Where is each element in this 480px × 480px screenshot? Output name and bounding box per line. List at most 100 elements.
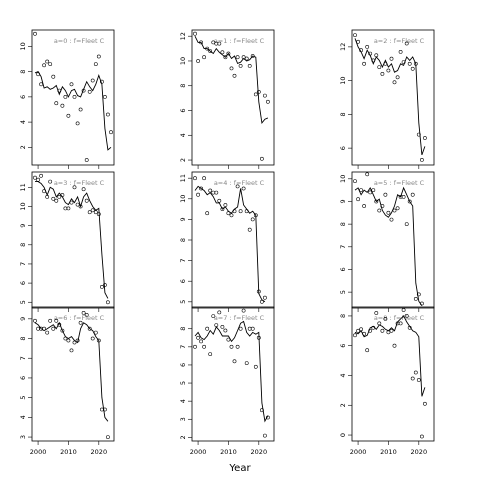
observed-point (205, 46, 210, 51)
observed-point (196, 192, 201, 197)
y-tick-label: 4 (339, 373, 347, 377)
observed-point (63, 336, 68, 341)
observed-point (265, 415, 270, 420)
observed-point (241, 308, 246, 313)
observed-point (57, 194, 62, 199)
observed-point (407, 199, 412, 204)
observed-point (100, 284, 104, 289)
observed-point (39, 173, 44, 178)
y-tick-label: 6 (339, 146, 347, 150)
observed-point (93, 330, 98, 335)
panel-label: a=8 : f=Fleet C (374, 314, 425, 322)
x-tick-label: 2020 (251, 448, 268, 456)
observed-point (377, 208, 382, 213)
observed-point (356, 39, 361, 44)
observed-point (353, 33, 357, 38)
panel-2: a=6 : f=Fleet C 3 4 5 6 7 8 9 2000 2010 2020 (19, 306, 115, 456)
observed-point (229, 213, 234, 218)
fitted-line (194, 35, 269, 124)
observed-point (365, 348, 370, 353)
observed-point (220, 50, 225, 55)
y-tick-label: 6 (19, 281, 27, 285)
observed-point (362, 61, 367, 66)
y-tick-label: 4 (179, 399, 187, 403)
fitted-line (34, 321, 109, 422)
fitted-line (354, 315, 426, 397)
observed-point (389, 328, 394, 333)
observed-point (244, 56, 249, 61)
y-tick-label: 4 (179, 133, 187, 137)
observed-point (241, 55, 246, 60)
panel-label: a=5 : f=Fleet C (374, 179, 425, 187)
observed-point (205, 211, 210, 216)
observed-point (401, 194, 406, 199)
observed-point (84, 312, 89, 317)
observed-point (208, 49, 213, 54)
y-tick-label: 3 (19, 435, 27, 439)
observed-point (410, 66, 415, 71)
observed-point (78, 320, 83, 325)
panel-1: a=3 : f=Fleet C 5 6 7 8 9 10 11 (19, 171, 115, 312)
observed-point (60, 103, 65, 108)
observed-point (407, 325, 412, 330)
observed-point (247, 227, 252, 232)
observed-point (199, 40, 204, 45)
x-axis-title: Year (228, 463, 251, 474)
observed-point (96, 54, 101, 59)
observed-point (51, 74, 56, 79)
observed-point (84, 198, 89, 203)
panel-3: a=1 : f=Fleet C 2 4 6 8 10 12 (179, 29, 275, 169)
observed-point (205, 326, 210, 331)
observed-point (75, 121, 80, 126)
panel-label: a=3 : f=Fleet C (54, 179, 105, 187)
observed-point (416, 132, 421, 137)
observed-point (368, 328, 373, 333)
observed-point (72, 185, 77, 190)
observed-point (235, 344, 240, 349)
observed-point (365, 172, 370, 177)
panel-4: a=4 : f=Fleet C 5 6 7 8 9 10 11 (179, 171, 275, 312)
observed-point (226, 51, 231, 56)
observed-point (250, 54, 255, 58)
observed-point (256, 90, 261, 94)
observed-point (196, 59, 201, 63)
observed-point (416, 292, 421, 297)
observed-point (238, 326, 243, 331)
observed-point (66, 113, 71, 118)
panel-frame (191, 29, 275, 166)
observed-point (413, 296, 418, 301)
observed-point (238, 209, 243, 214)
y-tick-label: 4 (19, 120, 27, 124)
observed-point (374, 53, 379, 58)
observed-point (256, 289, 261, 294)
y-tick-label: 8 (19, 70, 27, 74)
y-tick-label: 10 (339, 175, 347, 183)
observed-point (356, 328, 361, 333)
observed-point (223, 203, 228, 207)
observed-point (383, 61, 388, 66)
panel-label: a=2 : f=Fleet C (374, 37, 425, 45)
observed-point (365, 45, 370, 49)
observed-point (106, 300, 110, 305)
observed-point (371, 188, 376, 193)
observed-point (232, 73, 237, 78)
observed-point (106, 112, 110, 117)
panel-frame (31, 29, 115, 166)
observed-point (90, 336, 95, 341)
observed-point (395, 206, 400, 211)
x-tick-label: 2000 (30, 448, 47, 456)
y-tick-label: 10 (339, 76, 347, 84)
observed-point (100, 79, 104, 84)
panel-7: a=5 : f=Fleet C 5 6 7 8 9 10 (339, 171, 435, 312)
observed-point (404, 41, 409, 46)
observed-point (265, 99, 270, 104)
observed-point (395, 75, 400, 80)
y-tick-label: 6 (339, 267, 347, 271)
observed-point (106, 435, 110, 440)
observed-point (93, 210, 98, 215)
observed-point (42, 326, 47, 331)
observed-point (69, 348, 74, 353)
y-tick-label: 5 (339, 290, 347, 294)
y-tick-label: 10 (19, 42, 27, 50)
